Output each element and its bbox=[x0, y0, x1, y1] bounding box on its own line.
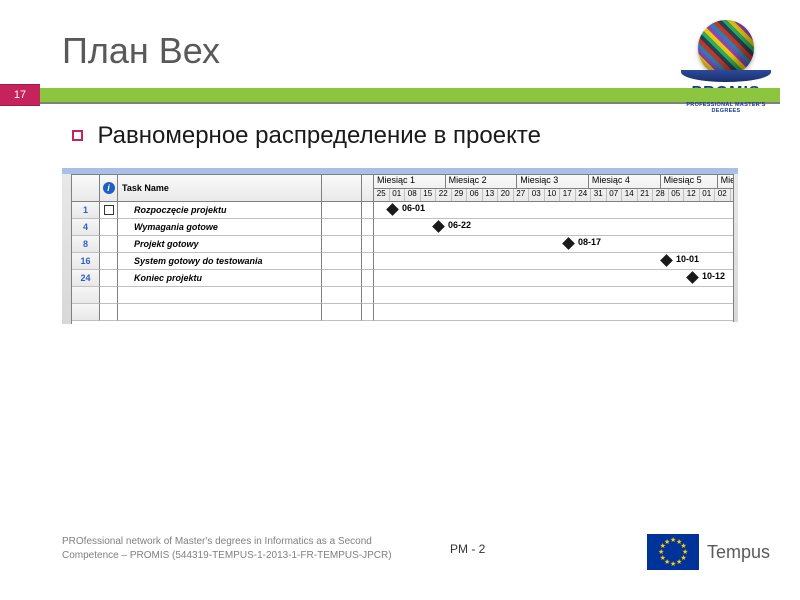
page-number-tab: 17 bbox=[0, 84, 40, 106]
eu-flag-icon: ★★★★★★★★★★★★ bbox=[647, 534, 699, 570]
month-header: Miesiąc 1 bbox=[374, 175, 446, 189]
footer-page: PM - 2 bbox=[450, 542, 485, 556]
day-header: 06 bbox=[467, 189, 483, 202]
bullet-icon bbox=[72, 130, 83, 141]
timeline-cell: 10-12 bbox=[374, 270, 738, 287]
task-name: Rozpoczęcie projektu bbox=[118, 202, 322, 219]
milestone-date: 10-12 bbox=[702, 271, 725, 281]
table-row: 4 Wymagania gotowe 06-22 bbox=[72, 219, 738, 236]
day-header: 07 bbox=[607, 189, 623, 202]
day-header: 25 bbox=[374, 189, 390, 202]
day-header: 21 bbox=[638, 189, 654, 202]
day-header: 27 bbox=[514, 189, 530, 202]
milestone-date: 06-01 bbox=[402, 203, 425, 213]
info-column-header: i bbox=[100, 174, 118, 202]
day-header: 17 bbox=[560, 189, 576, 202]
timeline-cell: 06-01 bbox=[374, 202, 738, 219]
day-header: 01 bbox=[390, 189, 406, 202]
day-header: 08 bbox=[405, 189, 421, 202]
milestone-diamond-icon bbox=[562, 237, 575, 250]
row-info bbox=[100, 270, 118, 287]
day-header: 15 bbox=[421, 189, 437, 202]
day-header: 29 bbox=[452, 189, 468, 202]
row-info bbox=[100, 219, 118, 236]
task-name: Projekt gotowy bbox=[118, 236, 322, 253]
row-index: 4 bbox=[72, 219, 100, 236]
task-name: Wymagania gotowe bbox=[118, 219, 322, 236]
timeline-cell: 10-01 bbox=[374, 253, 738, 270]
task-icon bbox=[104, 205, 114, 215]
milestone-diamond-icon bbox=[386, 203, 399, 216]
month-header: Miesiąc 3 bbox=[517, 175, 589, 189]
row-index: 16 bbox=[72, 253, 100, 270]
gantt-body: 1 Rozpoczęcie projektu 06-01 4 Wymagania got… bbox=[72, 202, 738, 321]
table-row bbox=[72, 304, 738, 321]
day-header: 22 bbox=[436, 189, 452, 202]
month-header: Miesiąc 2 bbox=[446, 175, 518, 189]
logo-sub: PROFESSIONAL MASTER'S DEGREES bbox=[674, 102, 778, 114]
task-name: System gotowy do testowania bbox=[118, 253, 322, 270]
timeline-cell: 08-17 bbox=[374, 236, 738, 253]
timeline-cell: 06-22 bbox=[374, 219, 738, 236]
footer-text: PROfessional network of Master's degrees… bbox=[62, 535, 402, 562]
table-row: 8 Projekt gotowy 08-17 bbox=[72, 236, 738, 253]
day-header: 14 bbox=[622, 189, 638, 202]
timeline-header: Miesiąc 1Miesiąc 2Miesiąc 3Miesiąc 4Mies… bbox=[374, 174, 738, 202]
star-icon: ★ bbox=[670, 560, 676, 568]
milestone-date: 10-01 bbox=[676, 254, 699, 264]
globe-icon bbox=[691, 20, 761, 76]
row-info bbox=[100, 236, 118, 253]
month-header: Miesiąc 5 bbox=[661, 175, 718, 189]
day-header: 03 bbox=[529, 189, 545, 202]
star-icon: ★ bbox=[676, 558, 682, 566]
task-name: Koniec projektu bbox=[118, 270, 322, 287]
day-header: 01 bbox=[700, 189, 716, 202]
table-row bbox=[72, 287, 738, 304]
day-header: 24 bbox=[576, 189, 592, 202]
day-header: 02 bbox=[715, 189, 731, 202]
table-row: 1 Rozpoczęcie projektu 06-01 bbox=[72, 202, 738, 219]
table-row: 16 System gotowy do testowania 10-01 bbox=[72, 253, 738, 270]
row-index: 1 bbox=[72, 202, 100, 219]
book-icon bbox=[681, 70, 771, 82]
milestone-date: 06-22 bbox=[448, 220, 471, 230]
day-header: 20 bbox=[498, 189, 514, 202]
info-icon: i bbox=[103, 182, 115, 194]
tempus-logo: ★★★★★★★★★★★★ Tempus bbox=[647, 534, 770, 570]
month-header: Miesiąc 4 bbox=[589, 175, 661, 189]
milestone-diamond-icon bbox=[660, 254, 673, 267]
gantt-chart: i Task Name Miesiąc 1Miesiąc 2Miesiąc 3M… bbox=[62, 168, 738, 338]
day-header: 05 bbox=[669, 189, 685, 202]
task-name-header: Task Name bbox=[118, 174, 322, 202]
day-header: 31 bbox=[591, 189, 607, 202]
milestone-diamond-icon bbox=[432, 220, 445, 233]
milestone-diamond-icon bbox=[686, 271, 699, 284]
gantt-header: i Task Name Miesiąc 1Miesiąc 2Miesiąc 3M… bbox=[72, 174, 738, 202]
accent-bar: 17 bbox=[40, 88, 780, 102]
tempus-text: Tempus bbox=[707, 542, 770, 563]
day-header: 10 bbox=[545, 189, 561, 202]
row-info bbox=[100, 253, 118, 270]
day-header: 13 bbox=[483, 189, 499, 202]
milestone-date: 08-17 bbox=[578, 237, 601, 247]
day-header: 12 bbox=[684, 189, 700, 202]
row-index: 8 bbox=[72, 236, 100, 253]
row-info bbox=[100, 202, 118, 219]
day-header: 28 bbox=[653, 189, 669, 202]
table-row: 24 Koniec projektu 10-12 bbox=[72, 270, 738, 287]
subtitle: Равномерное распределение в проекте bbox=[97, 122, 540, 149]
row-index: 24 bbox=[72, 270, 100, 287]
star-icon: ★ bbox=[664, 538, 670, 546]
